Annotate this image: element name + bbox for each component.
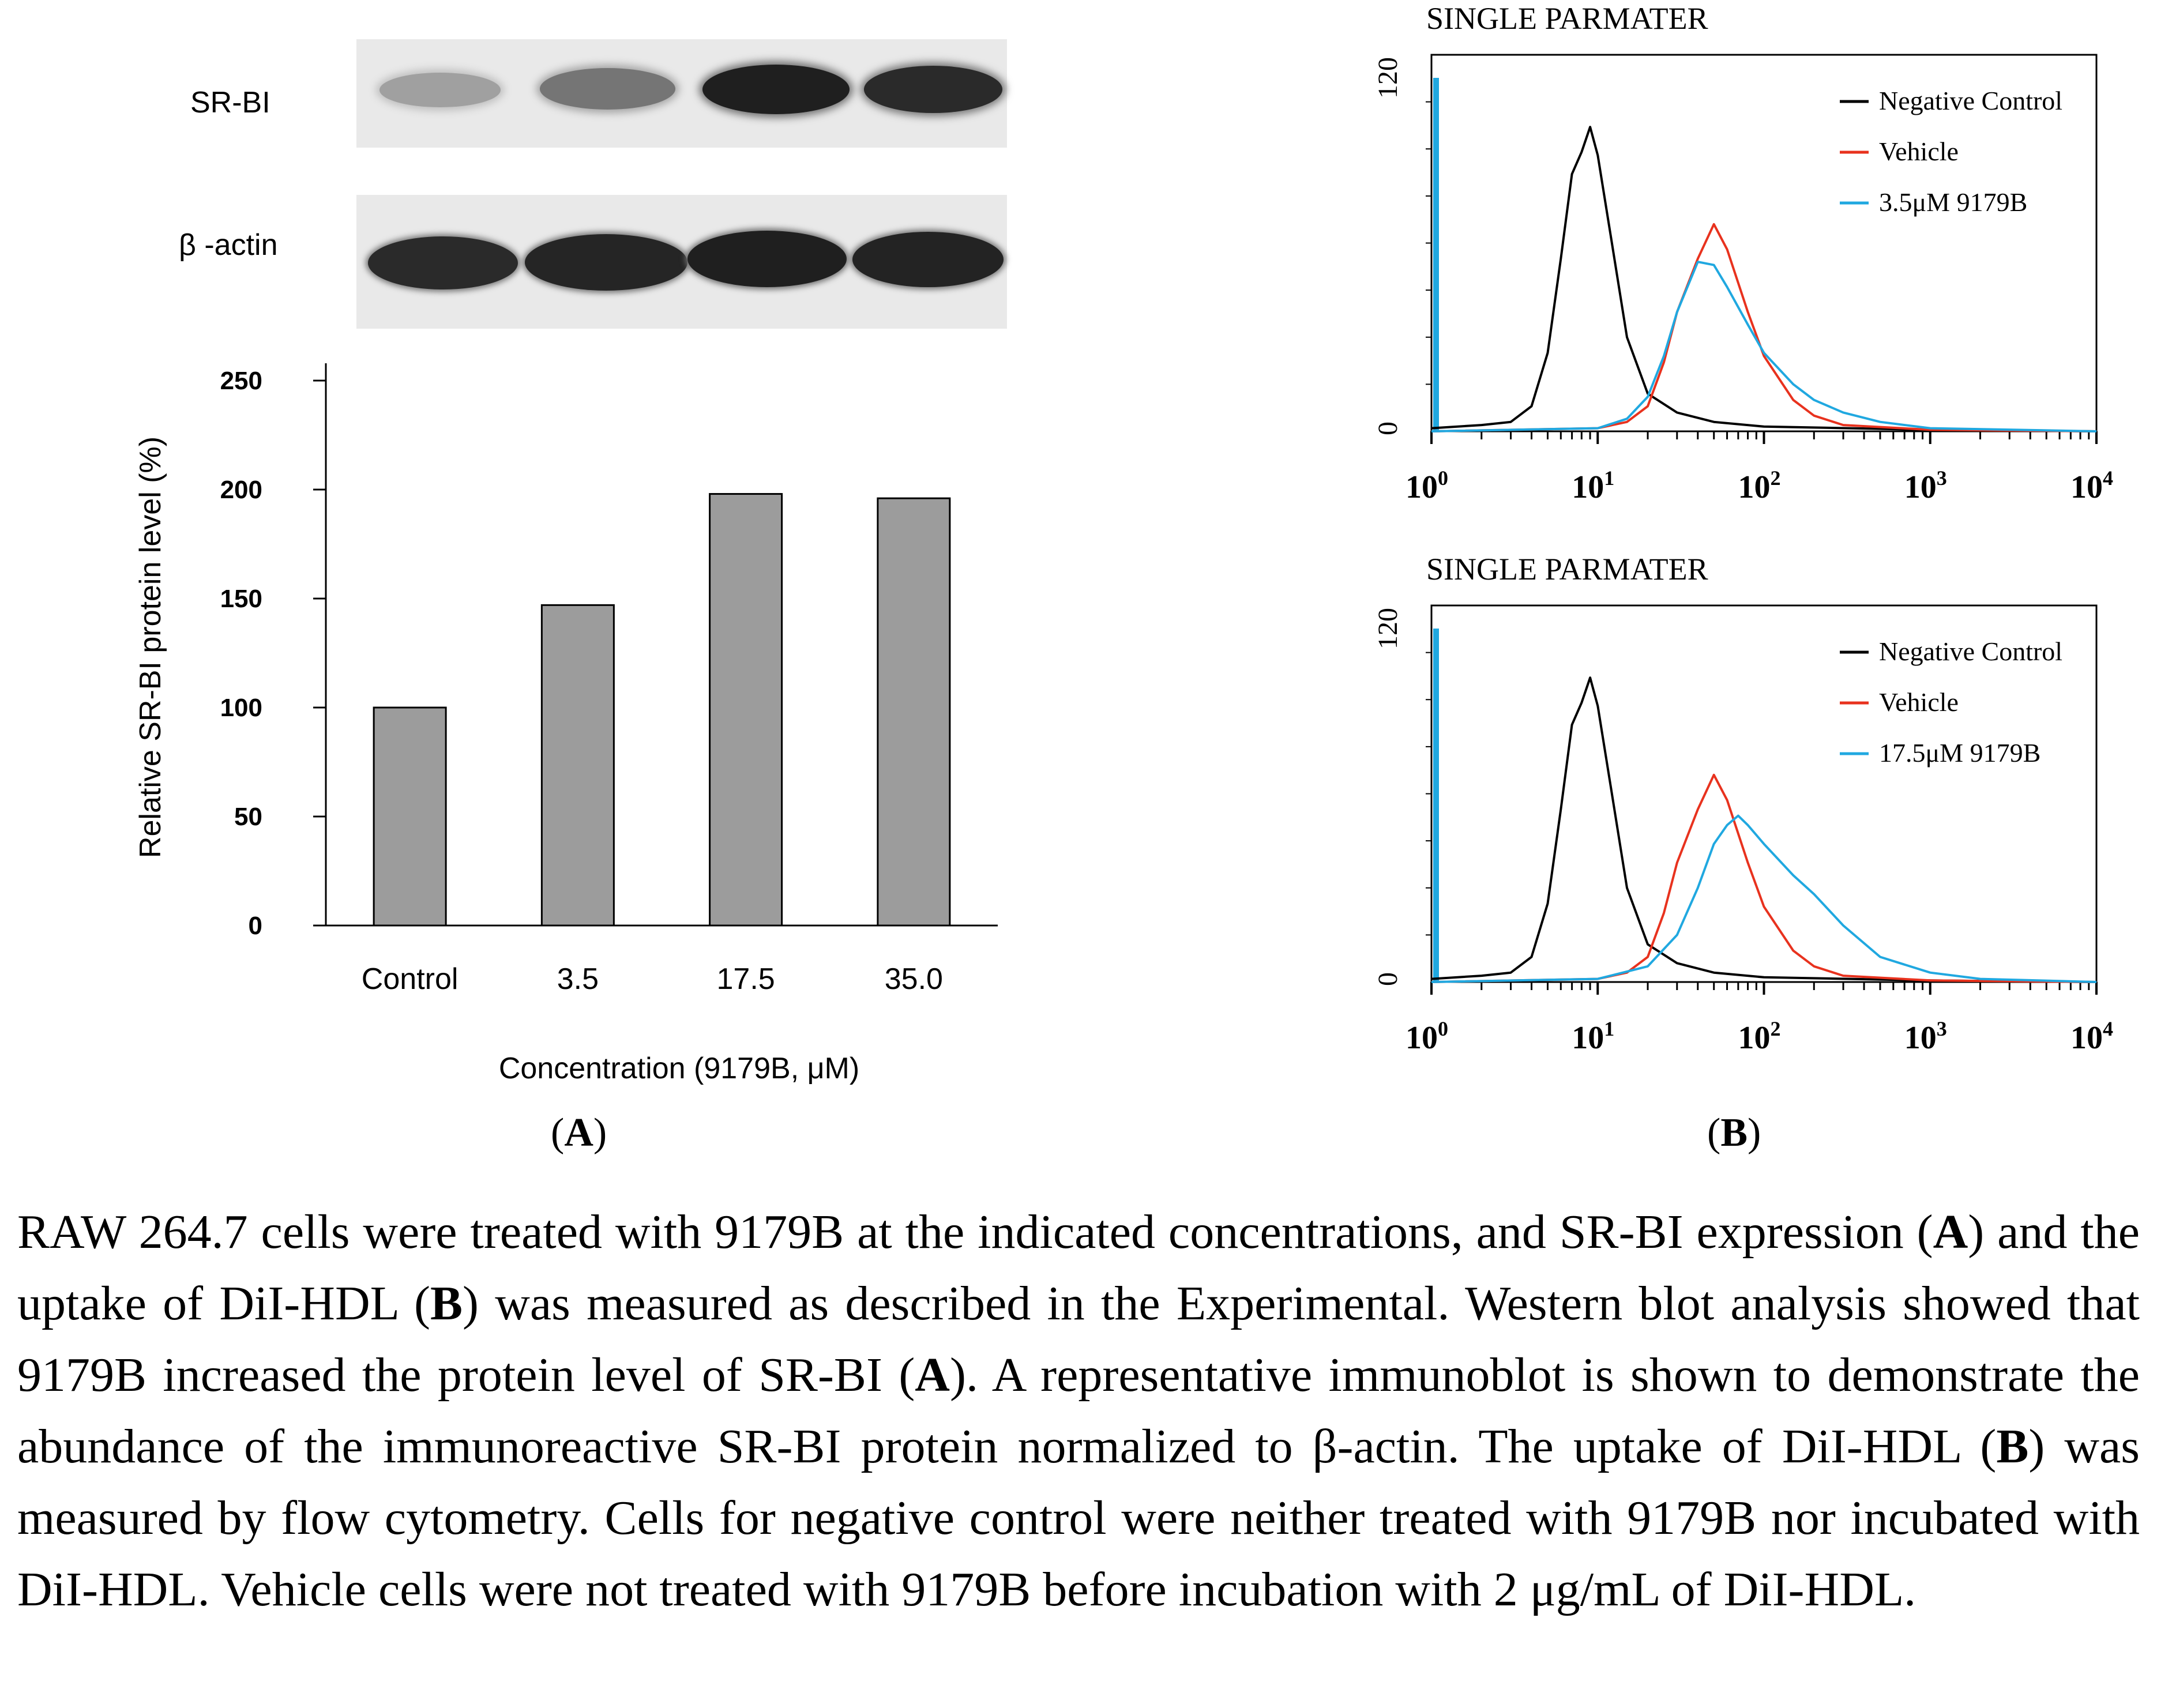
y-axis-label: Relative SR-BI protein level (%)	[134, 437, 167, 858]
y-tick-label: 50	[234, 803, 262, 831]
panel-label-a-close: )	[593, 1111, 607, 1155]
bar	[540, 604, 615, 927]
legend-label: Vehicle	[1879, 137, 1959, 166]
panel-label-b-close: )	[1748, 1111, 1761, 1155]
figure-canvas: 0 50 100 150 200 250 Control 3.5 17.5 35.0 Concent…	[134, 1, 2113, 1085]
blot-label-actin: β -actin	[179, 228, 278, 262]
panel-label-b: (B)	[1707, 1110, 1761, 1156]
legend-label: 17.5μM 9179B	[1879, 738, 2040, 768]
panel-label-a-open: (	[551, 1111, 565, 1155]
legend-label: 3.5μM 9179B	[1879, 187, 2027, 217]
bar-chart: 0 50 100 150 200 250 Control 3.5 17.5 35.0 Concent…	[134, 363, 998, 1085]
srbi-band	[702, 65, 850, 114]
x-tick-label: 103	[1904, 1017, 1947, 1056]
x-tick-label: 104	[2070, 466, 2113, 505]
series-line	[1431, 261, 2097, 432]
srbi-band	[864, 66, 1002, 113]
x-tick-label: 103	[1904, 466, 1947, 505]
flow-chart-bottom: SINGLE PARMATER 120 0 100 101 102 103 104 Negati…	[1373, 552, 2113, 1056]
y-tick-label: 120	[1373, 608, 1403, 649]
y-tick-label: 100	[220, 694, 262, 722]
y-tick-label: 0	[1373, 422, 1403, 435]
y-tick-label: 150	[220, 585, 262, 613]
blot-label-srbi: SR-BI	[190, 86, 270, 119]
bar	[709, 493, 783, 927]
x-axis-label: Concentration (9179B, μM)	[499, 1052, 859, 1085]
figure-caption: RAW 264.7 cells were treated with 9179B …	[17, 1197, 2140, 1626]
series-line	[1431, 223, 2097, 432]
y-tick-label: 0	[249, 912, 262, 940]
caption-bold: A	[915, 1348, 950, 1402]
x-tick-label: 102	[1738, 466, 1781, 505]
series-line	[1431, 814, 2097, 983]
panel-label-b-open: (	[1707, 1111, 1721, 1155]
actin-band	[687, 231, 847, 287]
actin-band	[525, 234, 687, 291]
srbi-band	[540, 68, 675, 110]
x-tick-label: 100	[1406, 1017, 1448, 1056]
blot-strip-srbi	[356, 39, 1007, 148]
x-tick-label: 102	[1738, 1017, 1781, 1056]
x-tick-label: 35.0	[885, 962, 943, 996]
x-tick-label: 3.5	[557, 962, 599, 996]
x-tick-label: 104	[2070, 1017, 2113, 1056]
flow-chart-title: SINGLE PARMATER	[1426, 552, 1708, 586]
x-tick-label: 101	[1572, 1017, 1614, 1056]
caption-text: ) was measured by flow cytometry. Cells …	[17, 1420, 2140, 1616]
y-tick-label: 250	[220, 367, 262, 395]
caption-text: ) was measured as described in the Exper…	[17, 1277, 2140, 1402]
x-tick-label: 100	[1406, 466, 1448, 505]
y-tick-label: 0	[1373, 972, 1403, 986]
legend-label: Vehicle	[1879, 687, 1959, 717]
series-line	[1431, 773, 2097, 983]
x-tick-label: 101	[1572, 466, 1614, 505]
series-line	[1431, 676, 2097, 983]
flow-chart-title: SINGLE PARMATER	[1426, 1, 1708, 36]
srbi-band	[379, 73, 501, 107]
flow-chart-top: SINGLE PARMATER 120 0 100 101 102 103 104 Negati…	[1373, 1, 2113, 505]
actin-band	[852, 232, 1004, 287]
caption-bold: B	[430, 1277, 463, 1330]
panel-label-a: (A)	[551, 1110, 607, 1156]
x-tick-label: Control	[362, 962, 459, 996]
caption-bold: B	[1996, 1420, 2029, 1473]
y-tick-label: 120	[1373, 57, 1403, 99]
actin-band	[368, 236, 518, 289]
caption-bold: A	[1933, 1205, 1968, 1259]
panel-label-b-letter: B	[1720, 1111, 1748, 1155]
blot-strip-actin	[356, 195, 1007, 329]
bar	[373, 706, 447, 927]
caption-text: ). A representative immunoblot is shown …	[17, 1348, 2140, 1473]
legend-label: Negative Control	[1879, 86, 2062, 115]
panel-label-a-letter: A	[564, 1111, 593, 1155]
legend-label: Negative Control	[1879, 637, 2062, 666]
caption-text: RAW 264.7 cells were treated with 9179B …	[17, 1205, 1933, 1259]
y-tick-label: 200	[220, 476, 262, 504]
series-line	[1431, 126, 2097, 432]
bar	[877, 497, 951, 927]
caption-text: ) and the uptake of DiI-HDL (	[17, 1205, 2140, 1330]
x-tick-label: 17.5	[717, 962, 775, 996]
